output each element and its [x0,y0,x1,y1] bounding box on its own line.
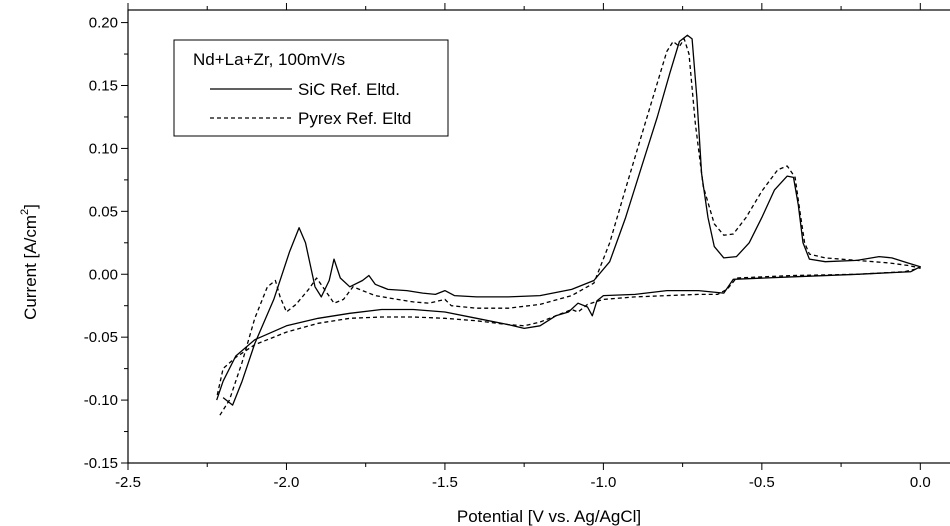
y-tick-label: -0.10 [84,392,118,409]
legend: Nd+La+Zr, 100mV/s SiC Ref. Eltd. Pyrex R… [173,39,449,137]
x-axis-title: Potential [V vs. Ag/AgCl] [457,507,641,526]
x-tick-label: -1.5 [432,474,458,491]
y-tick-label: 0.20 [89,15,118,32]
y-tick-label: 0.05 [89,203,118,220]
legend-label-pyrex: Pyrex Ref. Eltd [298,109,411,128]
legend-label-sic: SiC Ref. Eltd. [298,80,400,99]
series-line-pyrex [216,38,921,416]
x-tick-label: -2.5 [115,474,141,491]
x-tick-label: 0.0 [910,474,931,491]
x-tick-label: -0.5 [749,474,775,491]
x-tick-label: -1.0 [590,474,616,491]
y-axis-title-superscript: 2 [19,209,31,215]
y-tick-label: 0.00 [89,266,118,283]
y-tick-label: 0.15 [89,78,118,95]
y-tick-label: -0.05 [84,329,118,346]
legend-title: Nd+La+Zr, 100mV/s [193,50,345,69]
plot-frame [127,9,950,464]
y-tick-label: -0.15 [84,455,118,472]
tick-labels: -2.5 -2.0 -1.5 -1.0 -0.5 0.0 -0.15 -0.10 -0.05 0.… [84,15,931,491]
x-tick-label: -2.0 [274,474,300,491]
y-axis-title-main: Current [A/cm [21,215,40,320]
y-tick-label: 0.10 [89,140,118,157]
plot-border [127,9,950,464]
y-axis-title-group: Current [A/cm2] [19,204,40,320]
legend-box [173,39,449,137]
data-series [216,34,921,416]
y-axis-title: Current [A/cm2] [19,204,40,320]
y-axis-title-suffix: ] [21,204,40,209]
axis-ticks [121,3,921,470]
